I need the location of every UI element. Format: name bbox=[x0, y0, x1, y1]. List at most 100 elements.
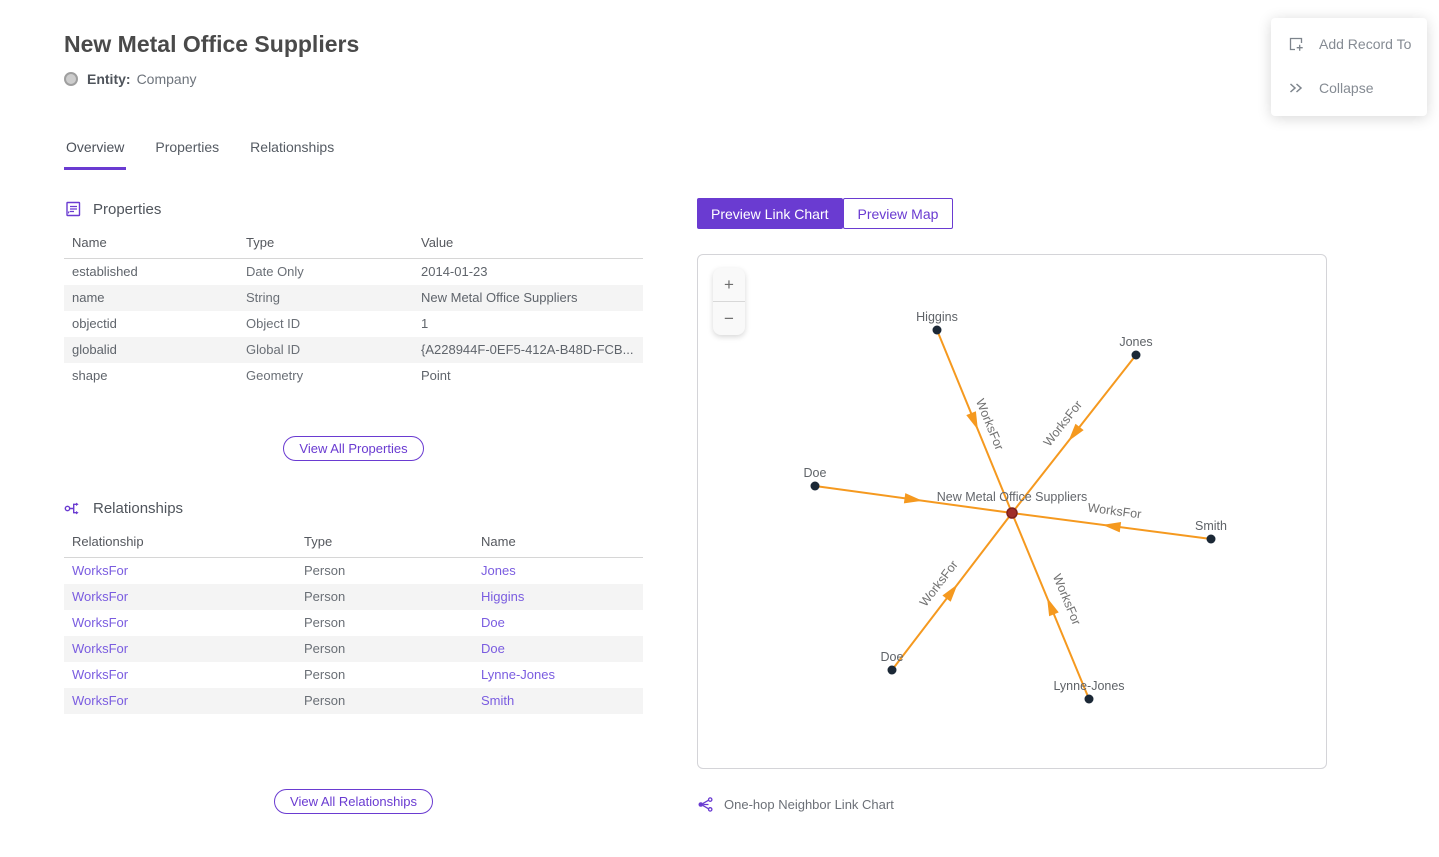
chart-node[interactable] bbox=[887, 665, 897, 675]
entity-detail-panel: New Metal Office Suppliers Entity: Compa… bbox=[64, 30, 643, 814]
column-header: Value bbox=[413, 233, 643, 259]
relationship-type: Person bbox=[304, 563, 346, 578]
relationship-link[interactable]: WorksFor bbox=[72, 667, 129, 682]
relationships-table: Relationship Type Name WorksFor Person J… bbox=[64, 532, 643, 714]
entity-type-dot-icon bbox=[64, 72, 78, 86]
chart-caption-row: One-hop Neighbor Link Chart bbox=[697, 796, 1329, 813]
chart-node-label: Lynne-Jones bbox=[1053, 679, 1124, 693]
related-entity-link[interactable]: Doe bbox=[481, 615, 505, 630]
property-value: {A228944F-0EF5-412A-B48D-FCB... bbox=[421, 342, 634, 357]
property-name: globalid bbox=[72, 342, 117, 357]
chart-node-label: Doe bbox=[804, 466, 827, 480]
relationship-link[interactable]: WorksFor bbox=[72, 563, 129, 578]
edge-arrow-icon bbox=[942, 584, 958, 602]
link-chart-panel: + − WorksFor WorksFor WorksFor WorksFor Work… bbox=[697, 254, 1327, 769]
edge-label: WorksFor bbox=[917, 558, 961, 609]
relationship-link[interactable]: WorksFor bbox=[72, 693, 129, 708]
add-record-icon bbox=[1287, 35, 1305, 53]
entity-type-row: Entity: Company bbox=[64, 71, 643, 87]
chart-node-label: Jones bbox=[1119, 335, 1152, 349]
relationship-type: Person bbox=[304, 693, 346, 708]
chart-center-label: New Metal Office Suppliers bbox=[937, 490, 1088, 504]
menu-item-label: Collapse bbox=[1319, 80, 1374, 96]
view-all-properties-row: View All Properties bbox=[64, 436, 643, 461]
edge-arrow-icon bbox=[903, 493, 923, 504]
zoom-out-button[interactable]: − bbox=[713, 302, 745, 335]
tab-overview[interactable]: Overview bbox=[64, 139, 127, 170]
relationships-icon bbox=[64, 499, 83, 518]
edge-arrow-icon bbox=[966, 411, 978, 430]
edge-label: WorksFor bbox=[1041, 398, 1085, 449]
menu-item-collapse[interactable]: Collapse bbox=[1287, 79, 1413, 97]
related-entity-link[interactable]: Smith bbox=[481, 693, 515, 708]
properties-table: Name Type Value established Date Only 20… bbox=[64, 233, 643, 389]
related-entity-link[interactable]: Doe bbox=[481, 641, 505, 656]
tab-preview-link-chart[interactable]: Preview Link Chart bbox=[697, 198, 843, 229]
column-header: Relationship bbox=[64, 532, 296, 558]
relationships-section-title: Relationships bbox=[93, 500, 184, 517]
table-row: WorksFor Person Smith bbox=[64, 688, 643, 714]
property-name: objectid bbox=[72, 316, 117, 331]
link-chart-icon bbox=[697, 796, 714, 813]
related-entity-link[interactable]: Lynne-Jones bbox=[481, 667, 555, 682]
tab-preview-map[interactable]: Preview Map bbox=[842, 198, 954, 229]
chart-node[interactable] bbox=[932, 325, 942, 335]
edge-label: WorksFor bbox=[1087, 501, 1142, 522]
tab-properties[interactable]: Properties bbox=[155, 139, 220, 155]
chart-node[interactable] bbox=[810, 481, 820, 491]
related-entity-link[interactable]: Jones bbox=[481, 563, 516, 578]
table-row: globalid Global ID {A228944F-0EF5-412A-B… bbox=[64, 337, 643, 363]
table-row: WorksFor Person Doe bbox=[64, 636, 643, 662]
property-value: 2014-01-23 bbox=[421, 264, 488, 279]
properties-section-header: Properties bbox=[64, 200, 643, 219]
edge-label: WorksFor bbox=[973, 397, 1006, 452]
property-type: String bbox=[246, 290, 280, 305]
column-header: Type bbox=[296, 532, 473, 558]
chart-node-label: Smith bbox=[1195, 519, 1227, 533]
edge-arrow-icon bbox=[1102, 522, 1122, 533]
edge-arrow-icon bbox=[1068, 423, 1084, 442]
relationship-link[interactable]: WorksFor bbox=[72, 589, 129, 604]
property-type: Geometry bbox=[246, 368, 304, 383]
chart-node[interactable] bbox=[1131, 350, 1141, 360]
menu-item-add-record-to[interactable]: Add Record To bbox=[1287, 35, 1413, 53]
entity-value: Company bbox=[136, 71, 197, 87]
property-type: Object ID bbox=[246, 316, 301, 331]
view-all-relationships-row: View All Relationships bbox=[64, 789, 643, 814]
relationship-link[interactable]: WorksFor bbox=[72, 615, 129, 630]
collapse-icon bbox=[1287, 79, 1305, 97]
related-entity-link[interactable]: Higgins bbox=[481, 589, 525, 604]
edge-arrow-icon bbox=[1047, 597, 1059, 617]
relationship-type: Person bbox=[304, 589, 346, 604]
chart-node[interactable] bbox=[1084, 694, 1094, 704]
table-row: WorksFor Person Doe bbox=[64, 610, 643, 636]
relationship-type: Person bbox=[304, 641, 346, 656]
relationships-section-header: Relationships bbox=[64, 499, 643, 518]
property-value: 1 bbox=[421, 316, 429, 331]
property-name: name bbox=[72, 290, 105, 305]
view-all-relationships-button[interactable]: View All Relationships bbox=[274, 789, 433, 814]
chart-node-label: Higgins bbox=[916, 310, 958, 324]
detail-tabs: Overview Properties Relationships bbox=[64, 139, 643, 170]
chart-node[interactable] bbox=[1206, 534, 1216, 544]
page-title: New Metal Office Suppliers bbox=[64, 31, 360, 57]
relationship-type: Person bbox=[304, 615, 346, 630]
property-name: shape bbox=[72, 368, 108, 383]
properties-icon bbox=[64, 200, 83, 219]
properties-section-title: Properties bbox=[93, 201, 162, 218]
zoom-in-button[interactable]: + bbox=[713, 268, 745, 301]
relationships-table-header-row: Relationship Type Name bbox=[64, 532, 643, 558]
column-header: Type bbox=[238, 233, 413, 259]
tab-relationships[interactable]: Relationships bbox=[250, 139, 335, 155]
chart-caption: One-hop Neighbor Link Chart bbox=[724, 797, 894, 812]
view-all-properties-button[interactable]: View All Properties bbox=[283, 436, 424, 461]
table-row: WorksFor Person Jones bbox=[64, 558, 643, 585]
property-value: Point bbox=[421, 368, 451, 383]
relationship-link[interactable]: WorksFor bbox=[72, 641, 129, 656]
zoom-control: + − bbox=[713, 268, 745, 335]
table-row: shape Geometry Point bbox=[64, 363, 643, 389]
chart-center-node[interactable] bbox=[1006, 507, 1018, 519]
column-header: Name bbox=[473, 532, 643, 558]
column-header: Name bbox=[64, 233, 238, 259]
